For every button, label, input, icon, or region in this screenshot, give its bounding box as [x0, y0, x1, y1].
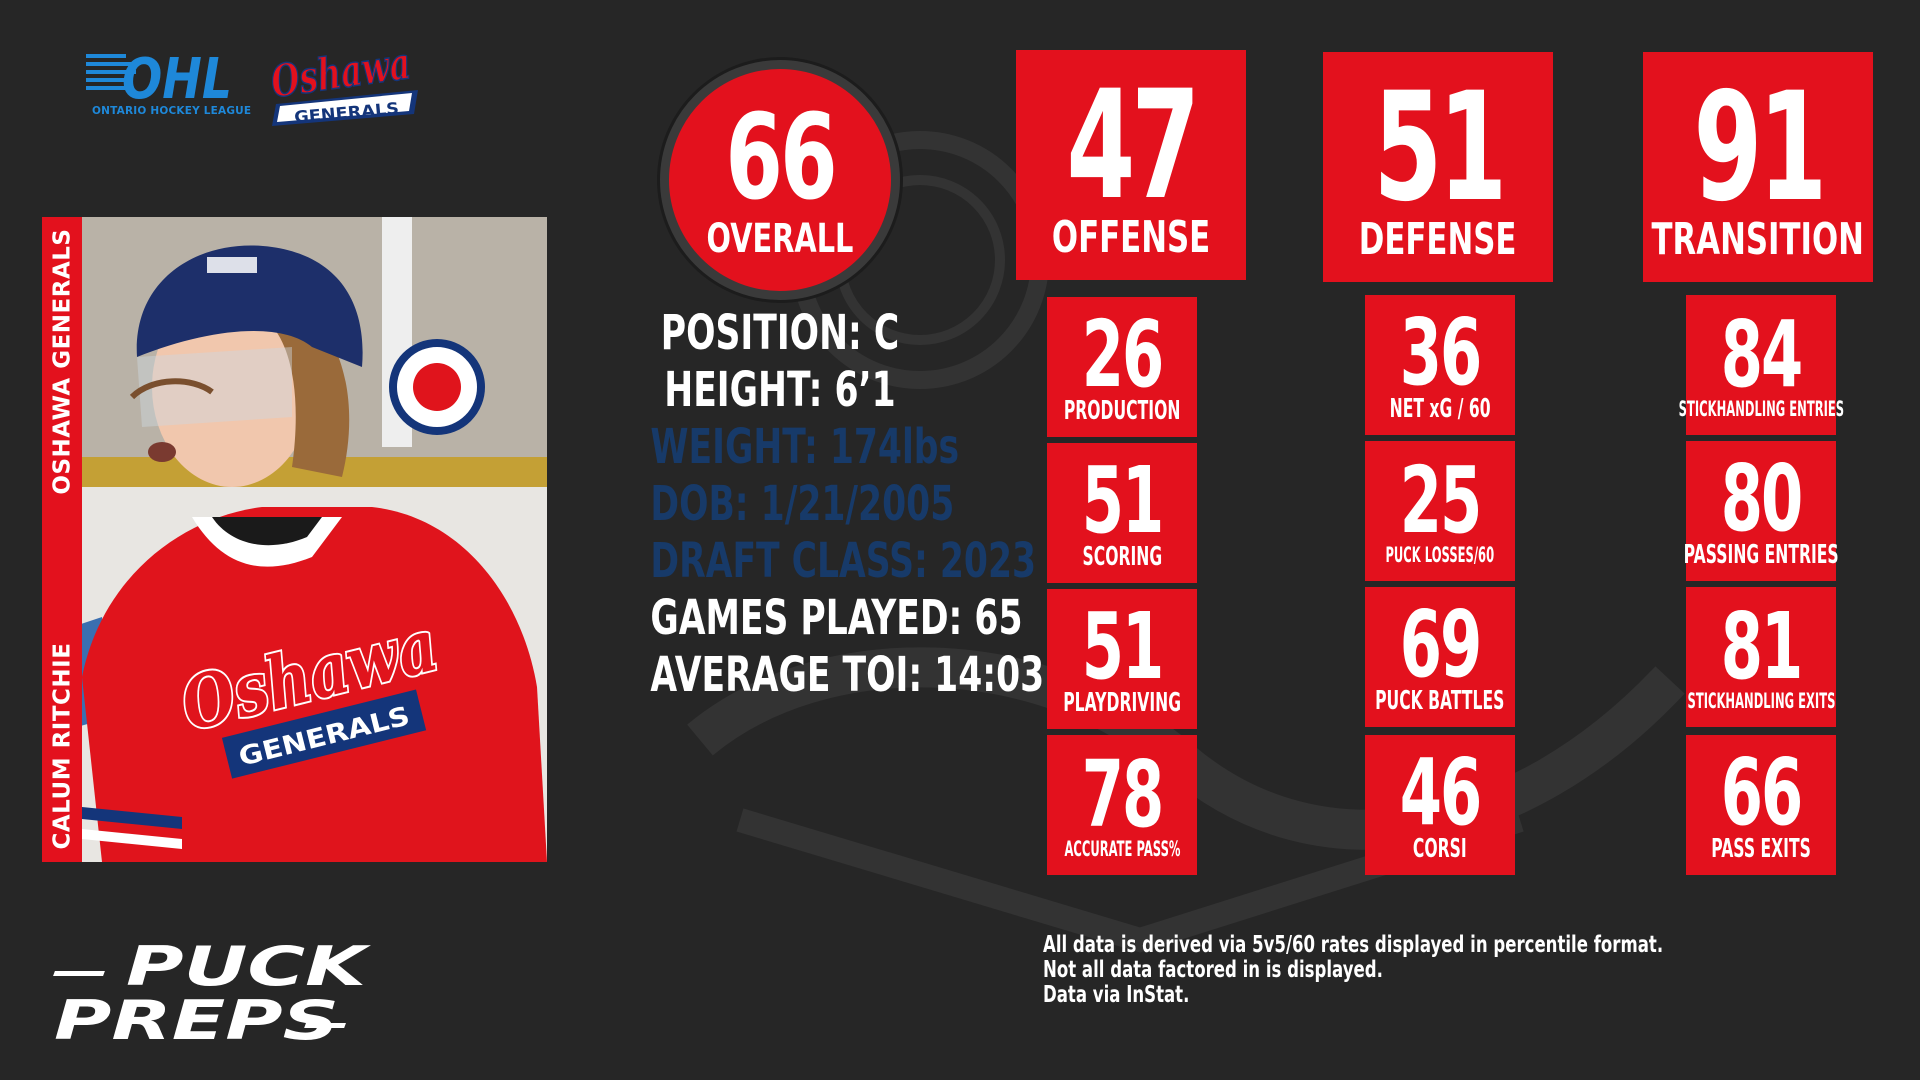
footnote-line: All data is derived via 5v5/60 rates dis…	[1043, 932, 1664, 958]
category-value: 91	[1693, 60, 1827, 235]
stat-value: 69	[1399, 590, 1483, 698]
stat-production: 26 PRODUCTION	[1047, 297, 1197, 437]
stat-value: 66	[1720, 738, 1804, 846]
stat-label: PASS EXITS	[1711, 834, 1811, 865]
player-team: OSHAWA GENERALS	[49, 228, 76, 495]
player-info: POSITION: C HEIGHT: 6’1 WEIGHT: 174lbs D…	[600, 305, 1045, 704]
player-illustration: Oshawa GENERALS	[42, 217, 547, 862]
stat-value: 25	[1399, 447, 1483, 555]
logo-bar: OHL ONTARIO HOCKEY LEAGUE Oshawa GENERAL…	[80, 37, 430, 132]
category-offense: 47 OFFENSE	[1016, 50, 1246, 280]
footnote: All data is derived via 5v5/60 rates dis…	[1043, 933, 1743, 1008]
stat-value: 51	[1081, 592, 1165, 700]
stat-label: NET xG / 60	[1389, 394, 1491, 425]
stat-value: 26	[1081, 300, 1165, 408]
info-position: POSITION: C	[660, 305, 900, 361]
category-value: 51	[1373, 60, 1507, 235]
stat-label: PRODUCTION	[1063, 396, 1181, 427]
stat-label: SCORING	[1082, 542, 1162, 573]
overall-label: OVERALL	[706, 216, 854, 263]
category-transition: 91 TRANSITION	[1643, 52, 1873, 282]
category-defense: 51 DEFENSE	[1323, 52, 1553, 282]
stat-value: 78	[1081, 741, 1165, 849]
info-dob: DOB: 1/21/2005	[650, 476, 955, 532]
stat-label: STICKHANDLING ENTRIES	[1678, 396, 1844, 421]
stat-value: 46	[1399, 738, 1483, 846]
svg-text:PREPS: PREPS	[54, 989, 339, 1045]
stat-value: 36	[1399, 298, 1483, 406]
ohl-subtitle: ONTARIO HOCKEY LEAGUE	[92, 105, 252, 117]
stat-label: ACCURATE PASS%	[1063, 836, 1181, 861]
svg-text:PUCK: PUCK	[126, 935, 372, 998]
stat-playdriving: 51 PLAYDRIVING	[1047, 589, 1197, 729]
stat-label: PLAYDRIVING	[1063, 688, 1181, 719]
category-label: DEFENSE	[1359, 213, 1517, 265]
stat-label: STICKHANDLING EXITS	[1687, 688, 1835, 713]
ohl-wordmark-icon: OHL	[86, 47, 232, 104]
player-photo: Oshawa GENERALS	[42, 217, 547, 862]
footnote-line: Not all data factored in is displayed.	[1043, 957, 1383, 983]
stat-net-xg: 36 NET xG / 60	[1365, 295, 1515, 435]
info-average-toi: AVERAGE TOI: 14:03	[650, 647, 1045, 703]
stat-value: 80	[1720, 444, 1804, 552]
generals-logo: Oshawa GENERALS	[258, 37, 428, 128]
stat-label: PASSING ENTRIES	[1683, 540, 1839, 571]
puck-preps-logo: PUCK PREPS	[53, 935, 372, 1045]
info-weight: WEIGHT: 174lbs	[650, 419, 960, 475]
stat-corsi: 46 CORSI	[1365, 735, 1515, 875]
info-draft-class: DRAFT CLASS: 2023	[650, 533, 1037, 589]
stat-label: CORSI	[1413, 834, 1467, 865]
stat-puck-battles: 69 PUCK BATTLES	[1365, 587, 1515, 727]
stat-value: 84	[1720, 301, 1804, 409]
ohl-logo: OHL ONTARIO HOCKEY LEAGUE	[80, 42, 251, 122]
overall-value: 66	[725, 87, 837, 226]
category-label: TRANSITION	[1651, 213, 1865, 265]
player-name: CALUM RITCHIE	[49, 642, 76, 850]
category-label: OFFENSE	[1051, 211, 1211, 263]
stat-pass-exits: 66 PASS EXITS	[1686, 735, 1836, 875]
info-height: HEIGHT: 6’1	[664, 362, 896, 418]
overall-rating: 66 OVERALL	[660, 60, 900, 300]
stat-puck-losses: 25 PUCK LOSSES/60	[1365, 441, 1515, 581]
stat-value: 81	[1720, 593, 1804, 701]
player-name-strip: CALUM RITCHIE OSHAWA GENERALS	[42, 217, 82, 862]
svg-text:OHL: OHL	[122, 47, 232, 104]
info-games-played: GAMES PLAYED: 65	[650, 590, 1023, 646]
stat-stickhandling-exits: 81 STICKHANDLING EXITS	[1686, 587, 1836, 727]
stat-label: PUCK BATTLES	[1375, 686, 1505, 717]
stat-passing-entries: 80 PASSING ENTRIES	[1683, 441, 1839, 581]
footnote-line: Data via InStat.	[1043, 982, 1190, 1008]
category-value: 47	[1066, 58, 1200, 233]
stat-label: PUCK LOSSES/60	[1385, 542, 1495, 567]
stat-accurate-pass: 78 ACCURATE PASS%	[1047, 735, 1197, 875]
stat-scoring: 51 SCORING	[1047, 443, 1197, 583]
stat-stickhandling-entries: 84 STICKHANDLING ENTRIES	[1678, 295, 1844, 435]
stat-value: 51	[1081, 446, 1165, 554]
